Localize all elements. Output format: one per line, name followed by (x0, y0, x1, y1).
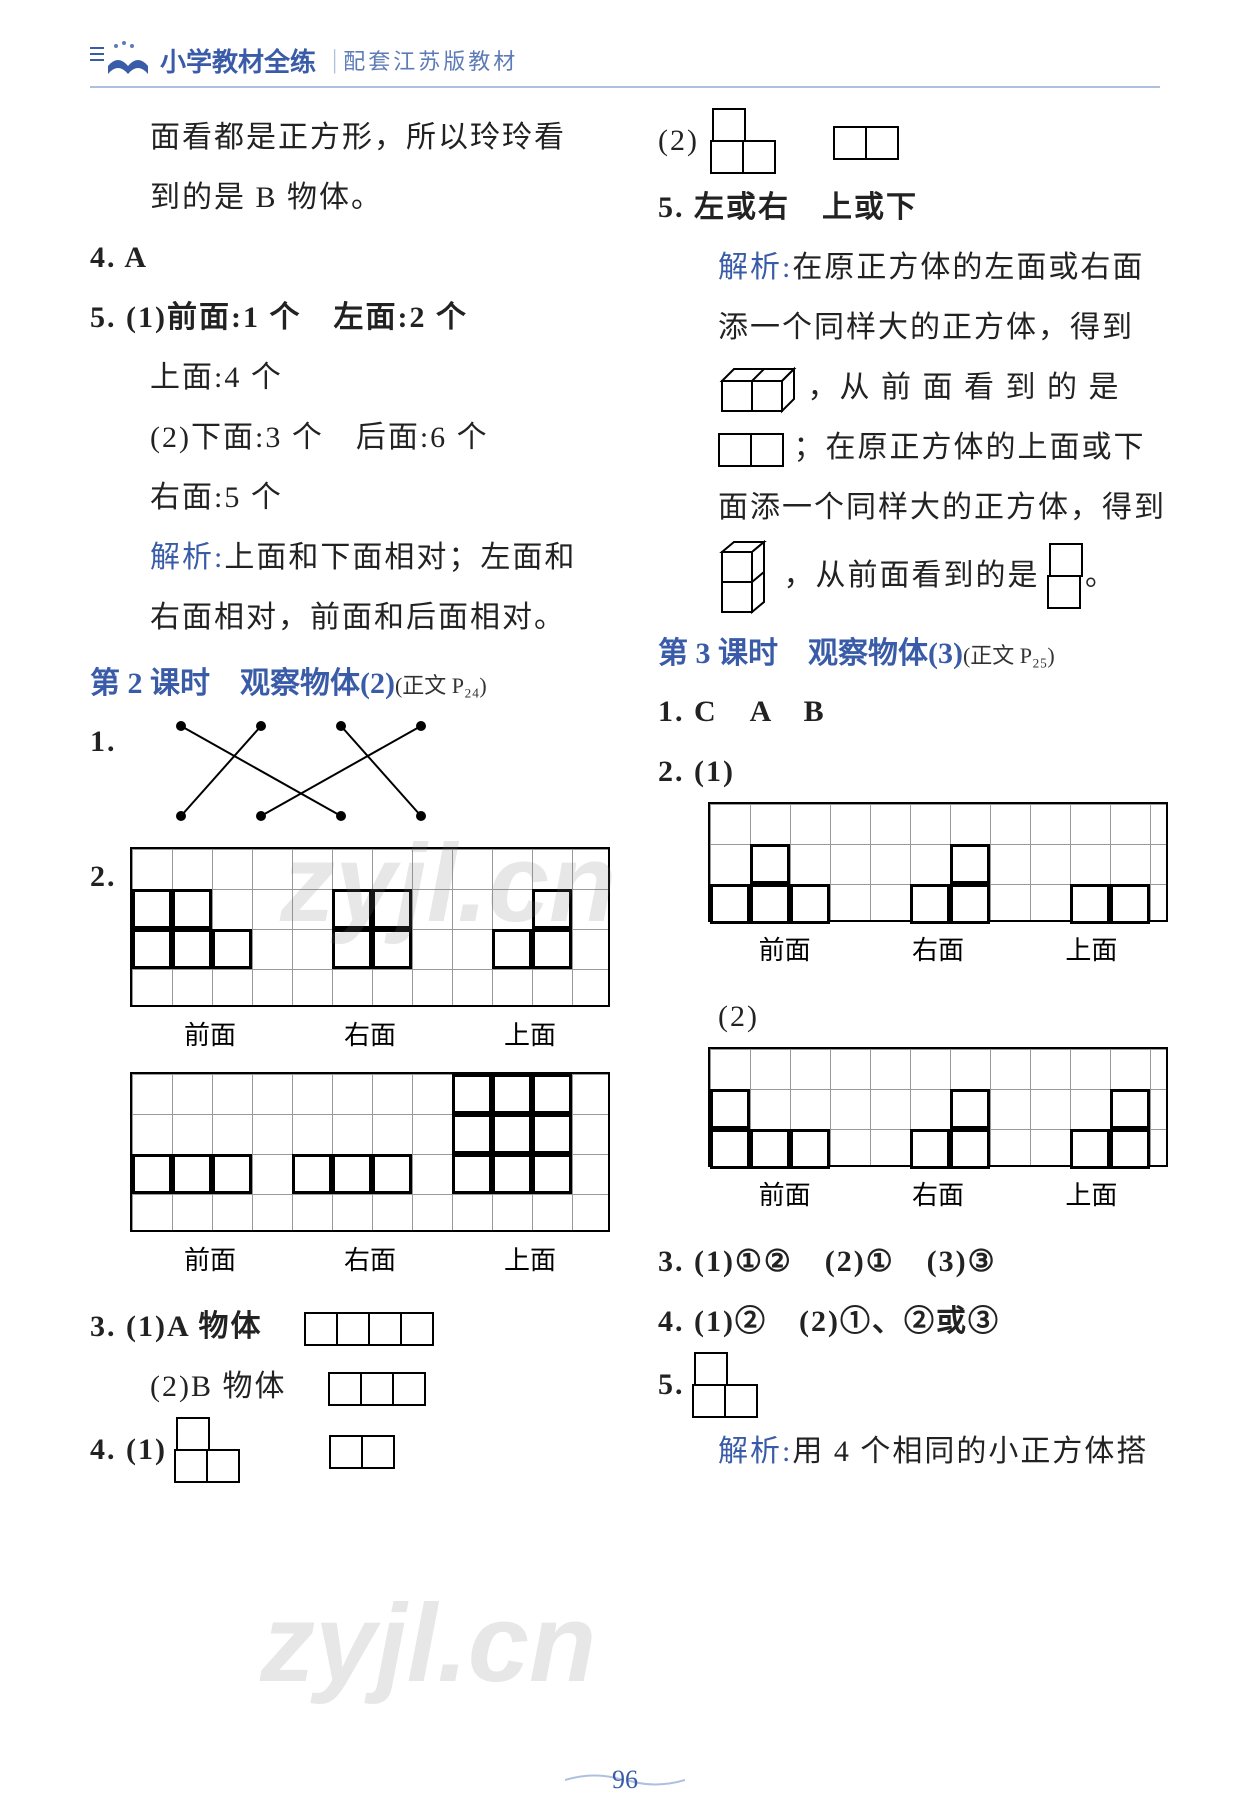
analysis: 解析:上面和下面相对；左面和 (90, 528, 610, 588)
l-shape (176, 1417, 246, 1487)
text: 面看都是正方形，所以玲玲看 (90, 108, 610, 168)
q3a: 3. (1)A 物体 (90, 1297, 610, 1357)
analysis-r4: ；在原正方体的上面或下 (658, 418, 1168, 478)
q4: 4. A (90, 228, 610, 288)
page-header: 小学教材全练 | 配套江苏版教材 (90, 40, 1160, 88)
r-q4: 4. (1)② (2)①、②或③ (658, 1292, 1168, 1352)
q2-grid-1 (130, 847, 610, 1007)
q5d: 右面:5 个 (90, 468, 610, 528)
q3b: (2)B 物体 (90, 1357, 610, 1417)
p2: (2) (658, 108, 1168, 178)
header-title-sub: 配套江苏版教材 (343, 44, 518, 76)
q5a: 5. (1)前面:1 个 左面:2 个 (90, 288, 610, 348)
q2-label: 2. (90, 847, 130, 907)
analysis-label: 解析: (150, 541, 224, 574)
q1-label: 1. (90, 712, 117, 772)
r-q5: 5. (658, 1352, 1168, 1422)
left-column: 面看都是正方形，所以玲玲看 到的是 B 物体。 4. A 5. (1)前面:1 … (90, 108, 610, 1487)
row-2-boxes (329, 1435, 395, 1469)
q2-grid-2 (130, 1072, 610, 1232)
q2-labels-1: 前面右面上面 (130, 1015, 610, 1052)
analysis-r6: ，从前面看到的是 。 (658, 538, 1168, 618)
book-icon (90, 40, 150, 80)
cube-2-horiz-icon (718, 365, 798, 415)
l-shape-2 (712, 108, 782, 178)
row-2-boxes (833, 126, 899, 160)
q5c: (2)下面:3 个 后面:6 个 (90, 408, 610, 468)
analysis-r2: 添一个同样大的正方体，得到 (658, 298, 1168, 358)
text: 到的是 B 物体。 (90, 168, 610, 228)
page-number: 96 (565, 1765, 685, 1802)
r-q2-2: (2) (658, 987, 1168, 1047)
analysis-cont: 右面相对，前面和后面相对。 (90, 588, 610, 648)
section-3-title: 第 3 课时 观察物体(3)(正文 P₂₅) (658, 628, 1168, 672)
analysis-r3: ，从 前 面 看 到 的 是 (658, 358, 1168, 418)
r-labels-2: 前面右面上面 (708, 1175, 1168, 1212)
analysis-r1: 解析:在原正方体的左面或右面 (658, 238, 1168, 298)
header-title-main: 小学教材全练 (160, 42, 316, 79)
r-grid-2 (708, 1047, 1168, 1167)
q5b: 上面:4 个 (90, 348, 610, 408)
q4-2: 4. (1) (90, 1417, 610, 1487)
row-4-boxes (304, 1312, 434, 1346)
r-labels-1: 前面右面上面 (708, 930, 1168, 967)
analysis-r5: 面添一个同样大的正方体，得到 (658, 478, 1168, 538)
r-q1: 1. C A B (658, 682, 1168, 742)
r-q2-1: 2. (1) (658, 742, 1168, 802)
header-sep: | (332, 45, 337, 75)
q1-matching-diagram (161, 716, 441, 826)
row-3-boxes (328, 1372, 426, 1406)
r-grid-1 (708, 802, 1168, 922)
q2-labels-2: 前面右面上面 (130, 1240, 610, 1277)
section-2-title: 第 2 课时 观察物体(2)(正文 P₂₄) (90, 658, 610, 702)
col-2-boxes (1049, 543, 1085, 613)
l-shape-3 (694, 1352, 764, 1422)
row-2-boxes (718, 433, 784, 467)
r-analysis-2: 解析:用 4 个相同的小正方体搭 (658, 1422, 1168, 1482)
watermark: zyjl.cn (260, 1580, 596, 1707)
cube-2-vert-icon (718, 538, 774, 618)
q5: 5. 左或右 上或下 (658, 178, 1168, 238)
r-q3: 3. (1)①② (2)① (3)③ (658, 1232, 1168, 1292)
right-column: (2) 5. 左或右 上或下 解析:在原正方体的左面或右面 添一个同样大的正方体… (658, 108, 1168, 1487)
